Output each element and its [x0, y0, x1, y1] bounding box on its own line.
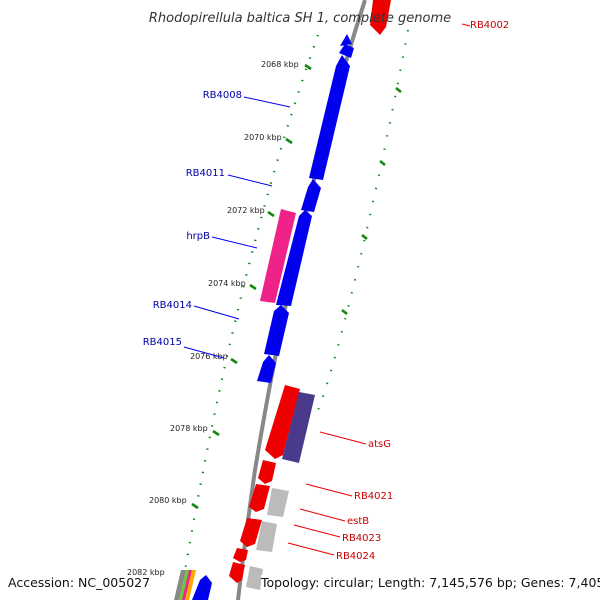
- label-leader-lines: [183, 23, 471, 556]
- map-title: Rhodopirellula baltica SH 1, complete ge…: [149, 11, 451, 26]
- scale-labels: 2068 kbp 2070 kbp 2072 kbp 2074 kbp 2076…: [127, 60, 299, 577]
- gene-arrow: [246, 566, 263, 590]
- gene-arrow: [192, 575, 212, 600]
- scale-ticks: [191, 63, 402, 510]
- scale-label: 2082 kbp: [127, 568, 165, 577]
- gene-arrow: [309, 55, 350, 180]
- gene-arrow: [257, 355, 276, 383]
- gene-label-rb4023: RB4023: [342, 533, 381, 544]
- gene-arrow: [282, 392, 315, 463]
- gene-label-hrpb: hrpB: [186, 231, 210, 242]
- gene-label-rb4011: RB4011: [186, 168, 225, 179]
- gene-arrow: [301, 179, 321, 212]
- scale-label: 2076 kbp: [190, 352, 228, 361]
- gene-arrow: [233, 548, 248, 562]
- gene-arrow: [370, 0, 391, 35]
- forward-strand-genes: [229, 0, 391, 590]
- gene-label-estb: estB: [347, 516, 369, 527]
- gene-arrow: [258, 460, 276, 484]
- gene-arrow: [339, 44, 354, 58]
- gene-label-rb4015: RB4015: [143, 337, 182, 348]
- gene-arrow: [340, 34, 352, 46]
- genome-summary-text: Topology: circular; Length: 7,145,576 bp…: [261, 575, 600, 590]
- scale-label: 2070 kbp: [244, 133, 282, 142]
- pink-gene: [260, 209, 296, 303]
- forward-gene-labels: RB4002 atsG RB4021 estB RB4023 RB4024: [336, 20, 509, 562]
- gene-arrow: [256, 521, 277, 552]
- gene-arrow: [267, 488, 289, 517]
- gene-label-rb4008: RB4008: [203, 90, 242, 101]
- left-edge-genes: [174, 570, 196, 600]
- gene-arrow: [265, 385, 300, 459]
- gene-arrow: [229, 562, 245, 583]
- accession-text: Accession: NC_005027: [8, 575, 151, 590]
- gene-label-rb4024: RB4024: [336, 551, 375, 562]
- gene-label-atsg: atsG: [368, 439, 391, 450]
- gene-label-rb4014: RB4014: [153, 300, 192, 311]
- gene-arrow: [264, 305, 289, 356]
- scale-label: 2080 kbp: [149, 496, 187, 505]
- scale-label: 2072 kbp: [227, 206, 265, 215]
- gene-label-rb4002: RB4002: [470, 20, 509, 31]
- scale-label: 2068 kbp: [261, 60, 299, 69]
- gene-arrow: [240, 518, 262, 547]
- gene-arrow: [249, 484, 270, 512]
- reverse-strand-genes: [192, 34, 354, 600]
- scale-label: 2078 kbp: [170, 424, 208, 433]
- scale-label: 2074 kbp: [208, 279, 246, 288]
- gene-label-rb4021: RB4021: [354, 491, 393, 502]
- reverse-gene-labels: RB4008 RB4011 hrpB RB4014 RB4015: [143, 90, 242, 348]
- gene-arrow: [276, 210, 312, 306]
